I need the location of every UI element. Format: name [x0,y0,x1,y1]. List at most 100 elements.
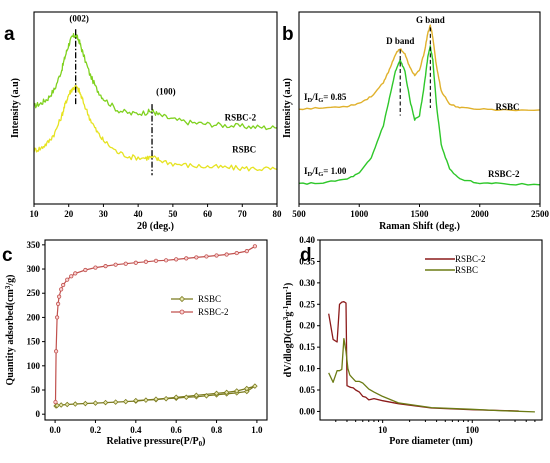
isotherm-point-RSBC [213,390,220,397]
d-xtick-label: 100 [466,425,480,435]
d-xtick-label: 10 [378,425,388,435]
a-xtick-label: 50 [168,209,178,219]
d-ytick-label: 0.25 [299,299,315,309]
b-xtick-label: 500 [292,209,306,219]
c-ytick-label: 300 [27,264,41,274]
a-xtick-label: 60 [203,209,213,219]
isotherm-point-RSBC [244,385,250,392]
d-ytick-label: 0.40 [299,235,315,245]
isotherm-point-RSBC-2 [194,255,199,260]
isotherm-point-RSBC-2 [252,244,257,249]
d-ytick-label: 0.15 [299,342,315,352]
legend-marker-RSBC-2 [179,309,185,315]
panel-a-frame [33,11,278,205]
isotherm-point-RSBC [133,397,139,404]
isotherm-point-RSBC [163,395,169,402]
c-ytick-label: 0 [36,409,41,419]
isotherm-point-RSBC [64,401,70,408]
isotherm-point-RSBC [193,392,200,399]
panel-c-letter: c [2,245,13,266]
legend-label-RSBC: RSBC [198,294,221,304]
panel-b: 500 1000 1500 2000 2500 D band G band ID/IG= 0.… [282,11,550,232]
c-xtick-label: 0.6 [171,425,183,435]
d-ytick-label: 0.20 [299,321,315,331]
c-ytick-label: 150 [27,337,41,347]
d-ytick-label: 0.30 [299,278,315,288]
panel-b-letter: b [282,24,294,45]
panel-d-ylabel: dV/dlogD(cm3g-1nm-1) [282,283,294,378]
series-label-rsbc-2: RSBC-2 [225,113,257,123]
ratio-RSBC: ID/IG= 0.85 [304,92,347,104]
isotherm-point-RSBC-2 [214,253,219,258]
isotherm-point-RSBC-2 [53,349,59,354]
panel-b-ylabel: Intensity (a.u) [282,78,293,138]
isotherm-point-RSBC [54,402,60,409]
isotherm-point-RSBC-2 [123,261,128,266]
a-xtick-label: 10 [30,209,40,219]
ratio-RSBC-2: ID/IG= 1.00 [304,166,347,178]
isotherm-point-RSBC [92,400,99,406]
isotherm-point-RSBC-2 [69,274,74,279]
pore-series-RSBC [328,337,535,413]
peak-002-label: (002) [69,14,89,24]
panel-c-frame [44,239,268,421]
isotherm-point-RSBC-2 [204,254,209,259]
isotherm-point-RSBC-2 [143,259,149,264]
isotherm-point-RSBC-2 [244,249,249,254]
series-label-rsbc: RSBC [495,102,519,112]
c-ytick-label: 250 [27,288,41,298]
isotherm-point-RSBC [122,398,129,405]
isotherm-point-RSBC [112,399,119,405]
panel-d-xlabel: Pore diameter (nm) [389,436,473,447]
b-xtick-label: 1000 [350,209,369,219]
isotherm-point-RSBC [233,388,240,394]
a-xtick-label: 70 [238,209,248,219]
isotherm-point-RSBC-2 [224,252,229,257]
a-xtick-label: 40 [134,209,144,219]
isotherm-point-RSBC-2 [163,258,169,263]
legend-label-RSBC-2: RSBC-2 [198,307,229,317]
isotherm-point-RSBC [102,399,109,406]
xrd-series-RSBC-2 [33,33,278,131]
isotherm-point-RSBC [183,394,190,401]
c-xtick-label: 1.0 [251,425,263,435]
c-xtick-label: 0.4 [130,425,142,435]
panel-c-xlabel: Relative pressure(P/P0) [107,436,206,448]
a-xtick-label: 30 [99,209,109,219]
isotherm-line-RSBC-2 [54,245,256,403]
d-ytick-label: 0.35 [299,256,315,266]
isotherm-point-RSBC [173,394,179,401]
d-ytick-label: 0.10 [299,364,315,374]
isotherm-point-RSBC-2 [56,301,61,306]
pore-series-RSBC-2 [328,301,519,412]
isotherm-point-RSBC-2 [65,277,70,282]
isotherm-point-RSBC-2 [174,257,179,262]
series-label-rsbc: RSBC [232,144,256,154]
c-xtick-label: 0.8 [211,425,223,435]
xrd-series-RSBC [33,84,278,172]
isotherm-point-RSBC-2 [93,265,98,270]
isotherm-point-RSBC-2 [234,250,239,256]
panel-c-ylabel: Quantity adsorbed(cm3/g) [4,274,16,385]
d-ytick-label: 0.00 [299,406,315,416]
panel-c: 0.0 0.2 0.4 0.6 0.8 1.0 0 50 100 150 200 250 300 350 R… [2,239,268,448]
legend-marker-RSBC [178,295,186,303]
panel-d-frame [319,239,543,421]
b-xtick-label: 2000 [471,209,490,219]
isotherm-point-RSBC [223,389,230,396]
b-xtick-label: 1500 [411,209,430,219]
band-label-d: D band [386,36,414,46]
a-xtick-label: 20 [64,209,74,219]
isotherm-point-RSBC-2 [103,264,108,269]
isotherm-point-RSBC-2 [113,262,118,267]
band-label-g: G band [416,15,445,25]
isotherm-point-RSBC [203,393,210,399]
a-xtick-label: 80 [273,209,283,219]
isotherm-point-RSBC-2 [61,282,66,288]
c-xtick-label: 0.2 [90,425,102,435]
isotherm-point-RSBC [252,383,258,389]
panel-a-letter: a [4,24,15,45]
raman-series-RSBC-2 [298,45,541,186]
isotherm-point-RSBC-2 [133,260,138,265]
panel-a-ylabel: Intensity (a.u) [10,78,21,138]
